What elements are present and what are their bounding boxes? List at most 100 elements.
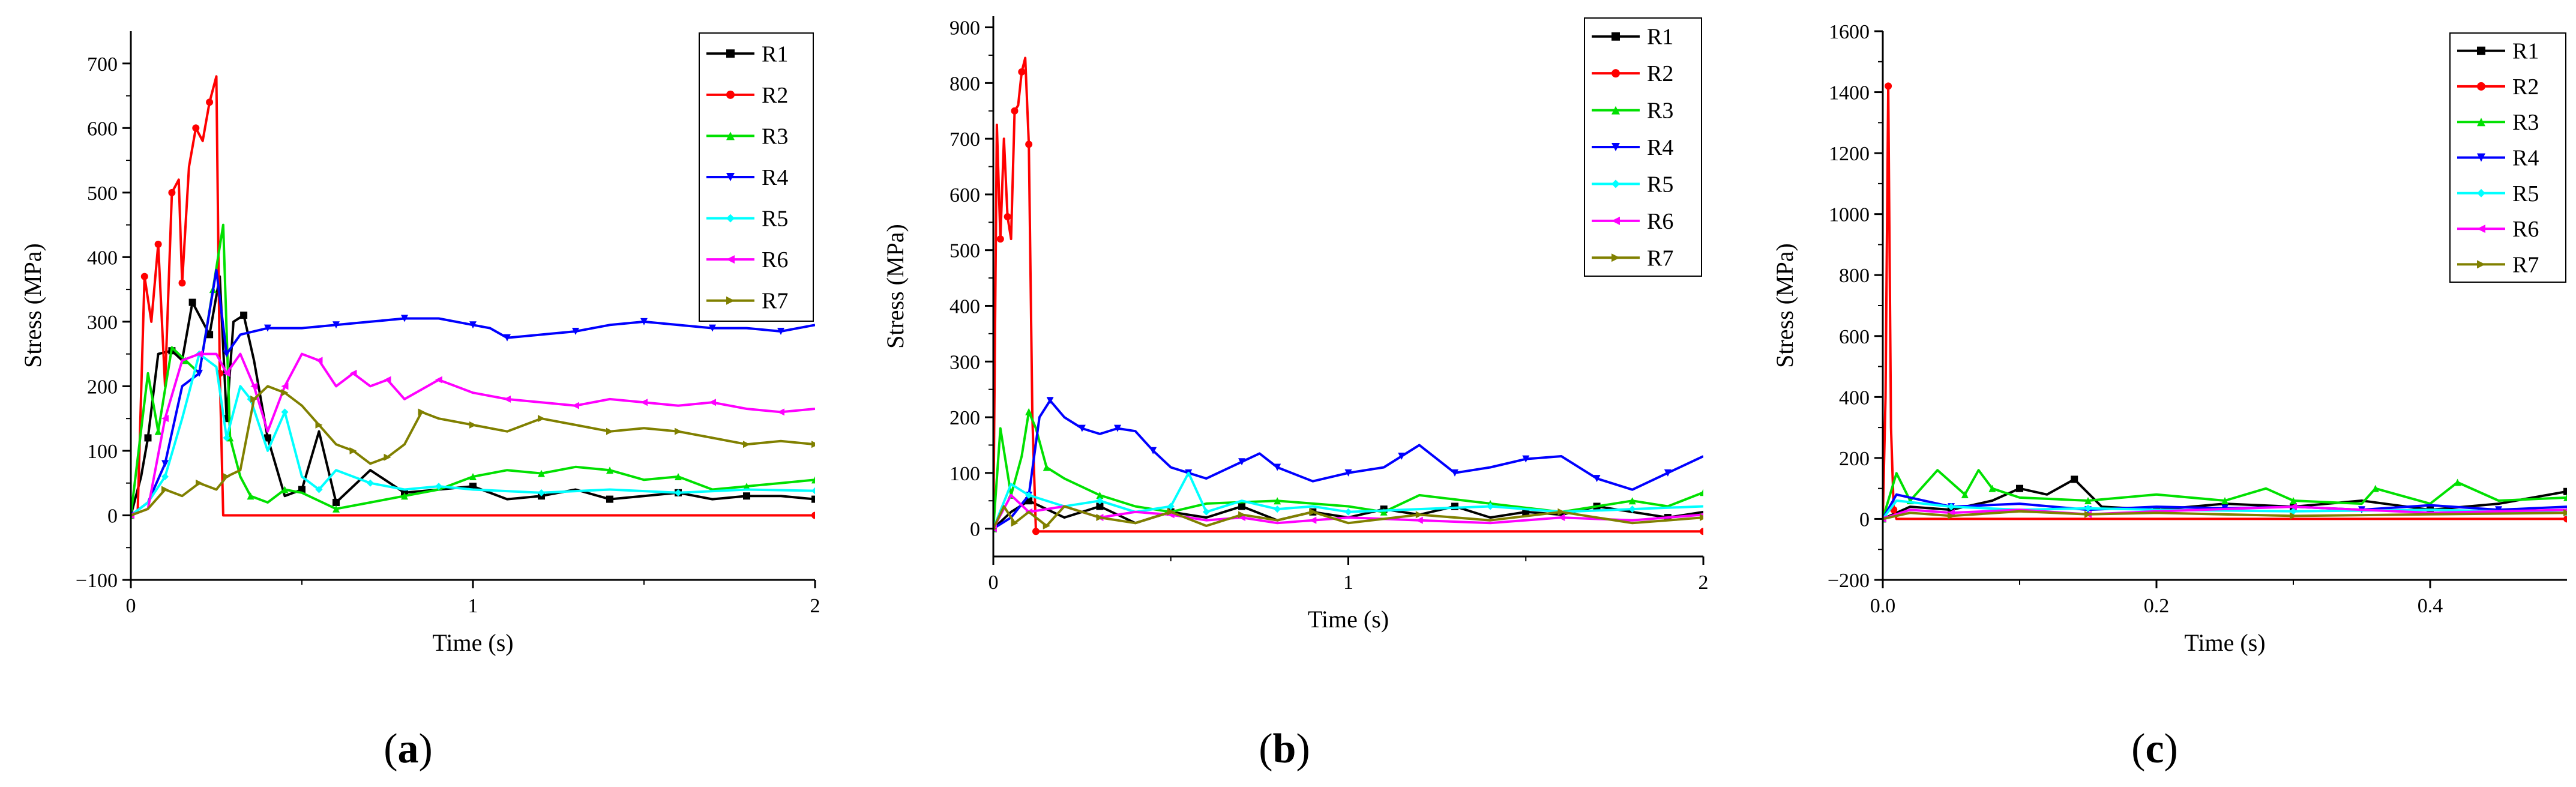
panel-label-c: (c) [2131,726,2178,772]
y-tick-label: 600 [949,184,980,207]
data-point-r6 [2290,503,2297,511]
data-point-r1 [606,495,613,503]
legend-marker-r1 [2477,46,2485,55]
data-point-r6 [250,382,258,390]
panel-label-letter: c [2145,726,2164,772]
data-point-r1 [188,298,196,306]
legend-marker-r4 [2477,153,2485,162]
data-point-r2 [206,98,214,106]
data-point-r5 [1487,502,1494,510]
data-point-r7 [538,415,545,423]
series-line-r6 [131,352,815,517]
data-point-r4 [1149,447,1157,454]
data-point-r7 [1167,508,1175,516]
data-point-r6 [384,376,391,384]
series-line-r2 [993,56,1703,533]
data-point-r5 [1202,508,1210,516]
data-point-r6 [196,350,203,358]
legend-label-r5: R5 [762,207,788,232]
x-axis-title: Time (s) [2184,629,2265,656]
data-point-r2 [996,235,1004,243]
y-tick-label: 0 [107,505,118,527]
data-point-r3 [2221,496,2228,504]
y-tick-label: 1600 [1829,21,1870,43]
y-tick-label: 400 [87,247,118,269]
legend-marker-r2 [726,90,735,99]
data-point-r1 [811,495,815,503]
y-tick-label: 900 [949,17,980,40]
data-point-r7 [2290,512,2297,520]
y-tick-label: 0 [1859,508,1870,531]
data-point-r1 [2071,475,2078,483]
data-point-r4 [223,350,230,358]
y-tick-label: 800 [1839,265,1870,287]
data-point-r5 [223,434,230,442]
data-point-r3 [401,492,408,500]
y-tick-label: 400 [949,295,980,318]
data-point-r4 [1238,458,1246,466]
y-tick-label: −100 [76,570,118,592]
y-tick-label: −200 [1828,570,1870,592]
data-point-r7 [250,395,258,403]
data-point-r3 [538,469,545,477]
y-tick-label: 700 [949,128,980,151]
data-point-r5 [2084,504,2092,512]
series-line-r5 [993,471,1703,529]
legend-marker-r5 [1612,179,1620,188]
x-axis-title: Time (s) [1308,606,1389,633]
legend-label-r2: R2 [2512,74,2539,100]
legend-marker-r6 [1612,216,1620,225]
data-point-r4 [640,318,648,325]
series-group [131,75,815,519]
data-point-r3 [2454,478,2461,486]
data-point-r5 [538,489,545,496]
data-point-r1 [264,434,271,442]
y-axis-title: Stress (MPa) [882,224,909,349]
data-point-r7 [606,427,613,435]
legend-label-r2: R2 [1647,61,1673,86]
data-point-r4 [1078,424,1086,432]
data-point-r2 [1025,140,1033,148]
legend-marker-r5 [2477,188,2485,198]
data-point-r6 [504,395,511,403]
data-point-r3 [1988,484,1996,492]
data-point-r3 [182,357,190,364]
panel-label-letter: a [398,726,419,772]
data-point-r4 [1593,475,1601,483]
panel-label-open: ( [2131,726,2145,772]
legend-marker-r2 [2477,82,2485,91]
data-point-r5 [315,486,323,493]
data-point-r6 [435,376,442,384]
data-point-r6 [1557,514,1565,522]
data-point-r1 [2016,484,2023,492]
data-point-r3 [469,472,477,480]
legend-marker-r1 [726,49,735,58]
data-point-r1 [206,331,214,339]
legend-marker-r3 [1612,106,1620,115]
data-point-r2 [178,279,186,287]
data-point-r5 [1628,505,1636,513]
data-point-r4 [401,315,408,322]
data-point-r2 [140,273,148,280]
legend-marker-r7 [2477,260,2485,269]
y-tick-label: 1000 [1829,204,1870,226]
data-point-r1 [1238,502,1246,510]
y-tick-label: 600 [1839,326,1870,348]
chart-panel-a: −100 0 100 200 300 400 500 600 700 0 1 2 Time (s) Str… [19,31,820,772]
data-point-r7 [349,447,357,454]
data-point-r1 [1096,502,1104,510]
data-point-r3 [1380,508,1388,516]
data-point-r3 [675,472,682,480]
data-point-r3 [281,486,289,493]
data-point-r7 [2084,510,2092,518]
data-point-r3 [2084,496,2092,504]
legend-label-r4: R4 [2512,146,2539,171]
legend-label-r3: R3 [2512,110,2539,135]
legend-label-r4: R4 [762,165,788,190]
data-point-r3 [743,483,750,490]
legend-marker-r6 [2477,225,2485,234]
data-point-r4 [1344,469,1352,477]
data-point-r3 [2290,496,2297,504]
y-tick-label: 0 [970,519,980,541]
data-point-r7 [1238,511,1246,519]
